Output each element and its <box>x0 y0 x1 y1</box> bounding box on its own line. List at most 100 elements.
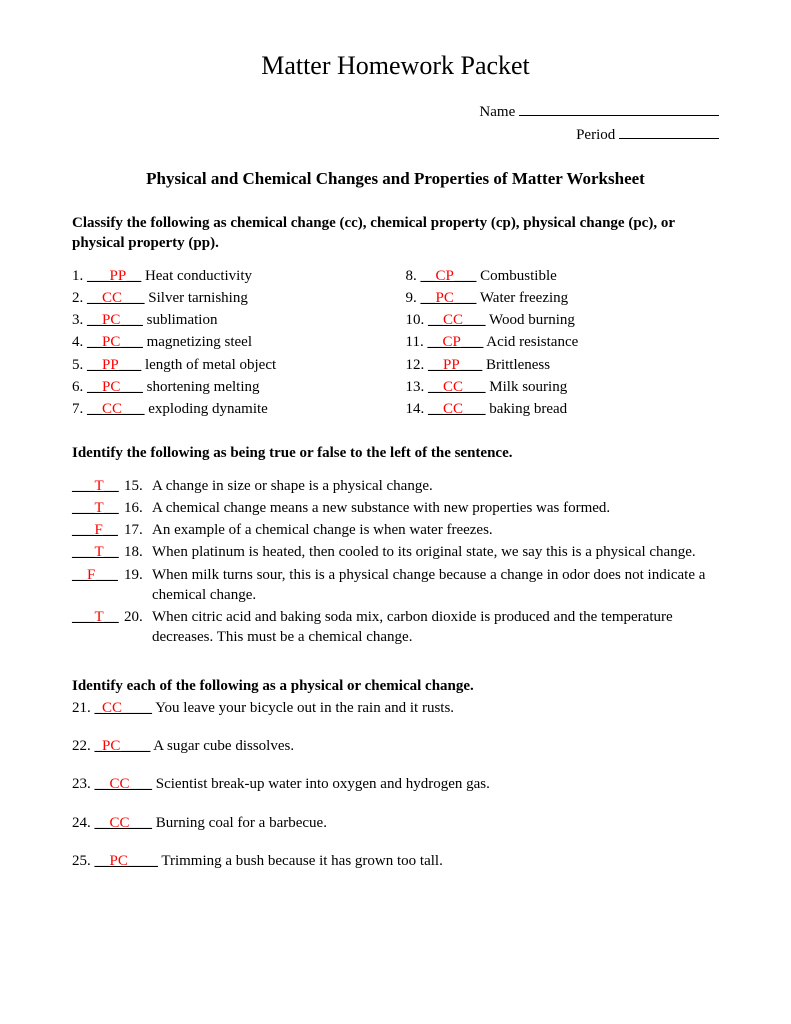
answer: T <box>95 500 104 516</box>
item-text: Wood burning <box>486 312 575 328</box>
period-blank <box>619 126 719 139</box>
item-number: 11. <box>406 334 428 350</box>
tf-blank: ___T__ <box>72 542 124 562</box>
item-text: When milk turns sour, this is a physical… <box>152 565 719 606</box>
item-number: 16. <box>124 498 152 518</box>
blank-pre: _ <box>95 700 103 716</box>
tf-blank: ___T__ <box>72 476 124 496</box>
blank-post: ___ <box>463 312 486 328</box>
answer: T <box>95 544 104 560</box>
item-text: A sugar cube dissolves. <box>150 738 294 754</box>
section1-columns: 1. ___PP__ Heat conductivity2. __CC___ S… <box>72 266 719 422</box>
item-text: exploding dynamite <box>145 401 268 417</box>
answer: CP <box>442 334 460 350</box>
item-text: An example of a chemical change is when … <box>152 520 719 540</box>
truefalse-item: ___F__17.An example of a chemical change… <box>72 520 719 540</box>
section3-instruction: Identify each of the following as a phys… <box>72 676 719 696</box>
change-item: 24. __CC___ Burning coal for a barbecue. <box>72 813 719 833</box>
tf-blank: ___F__ <box>72 520 124 540</box>
blank-pre: ___ <box>87 268 110 284</box>
item-number: 17. <box>124 520 152 540</box>
item-number: 23. <box>72 776 95 792</box>
answer: CP <box>436 268 454 284</box>
item-number: 6. <box>72 379 87 395</box>
item-text: sublimation <box>143 312 218 328</box>
answer: PC <box>102 738 120 754</box>
section1-left-column: 1. ___PP__ Heat conductivity2. __CC___ S… <box>72 266 386 422</box>
item-text: When citric acid and baking soda mix, ca… <box>152 607 719 648</box>
item-text: shortening melting <box>143 379 260 395</box>
item-text: A chemical change means a new substance … <box>152 498 719 518</box>
item-text: baking bread <box>486 401 568 417</box>
item-number: 13. <box>406 379 429 395</box>
answer: PC <box>102 312 120 328</box>
item-text: Brittleness <box>482 357 550 373</box>
blank-post: ___ <box>463 379 486 395</box>
answer: CC <box>102 290 122 306</box>
classify-item: 4. __PC___ magnetizing steel <box>72 332 386 352</box>
classify-item: 7. __CC___ exploding dynamite <box>72 399 386 419</box>
answer: F <box>95 522 103 538</box>
change-item: 25. __PC____ Trimming a bush because it … <box>72 851 719 871</box>
blank-pre: __ <box>421 290 436 306</box>
item-number: 15. <box>124 476 152 496</box>
blank-post: ___ <box>454 268 477 284</box>
truefalse-item: ___T__18.When platinum is heated, then c… <box>72 542 719 562</box>
blank-pre: __ <box>95 776 110 792</box>
blank-post: ___ <box>119 357 142 373</box>
item-number: 8. <box>406 268 421 284</box>
blank-post: ____ <box>120 738 150 754</box>
item-number: 5. <box>72 357 87 373</box>
blank-pre: __ <box>87 401 102 417</box>
classify-item: 12. __PP___ Brittleness <box>406 355 720 375</box>
item-number: 9. <box>406 290 421 306</box>
blank-pre: __ <box>428 401 443 417</box>
item-text: Water freezing <box>476 290 568 306</box>
item-number: 20. <box>124 607 152 627</box>
blank-pre: __ <box>427 334 442 350</box>
blank-pre: __ <box>421 268 436 284</box>
blank-post: ____ <box>128 853 158 869</box>
blank-pre: __ <box>87 334 102 350</box>
item-number: 19. <box>124 565 152 585</box>
item-number: 24. <box>72 815 95 831</box>
answer: PC <box>102 334 120 350</box>
answer: PP <box>110 268 127 284</box>
classify-item: 11. __CP___ Acid resistance <box>406 332 720 352</box>
blank-post: ___ <box>122 401 145 417</box>
blank-post: ___ <box>461 334 484 350</box>
name-blank <box>519 103 719 116</box>
blank-post: ___ <box>130 815 153 831</box>
answer: PC <box>102 379 120 395</box>
answer: T <box>95 478 104 494</box>
item-number: 7. <box>72 401 87 417</box>
item-text: Combustible <box>476 268 556 284</box>
answer: CC <box>443 379 463 395</box>
tf-blank: ___T__ <box>72 498 124 518</box>
classify-item: 9. __PC___ Water freezing <box>406 288 720 308</box>
answer: CC <box>443 401 463 417</box>
blank-post: ___ <box>122 290 145 306</box>
period-label: Period <box>576 127 615 143</box>
answer: CC <box>110 815 130 831</box>
blank-post: ___ <box>130 776 153 792</box>
classify-item: 13. __CC___ Milk souring <box>406 377 720 397</box>
truefalse-item: ___T__15.A change in size or shape is a … <box>72 476 719 496</box>
name-period-block: Name Period <box>72 101 719 146</box>
truefalse-item: ___T__16.A chemical change means a new s… <box>72 498 719 518</box>
answer: PP <box>102 357 119 373</box>
change-item: 22. _PC____ A sugar cube dissolves. <box>72 736 719 756</box>
blank-pre: __ <box>87 290 102 306</box>
tf-blank: ___T__ <box>72 607 124 627</box>
worksheet-subtitle: Physical and Chemical Changes and Proper… <box>72 168 719 191</box>
item-text: length of metal object <box>141 357 276 373</box>
section2-instruction: Identify the following as being true or … <box>72 443 719 463</box>
item-number: 14. <box>406 401 429 417</box>
answer: T <box>95 609 104 625</box>
item-number: 2. <box>72 290 87 306</box>
section1-instruction: Classify the following as chemical chang… <box>72 213 719 254</box>
item-number: 12. <box>406 357 429 373</box>
item-text: magnetizing steel <box>143 334 252 350</box>
change-item: 23. __CC___ Scientist break-up water int… <box>72 774 719 794</box>
answer: CC <box>102 401 122 417</box>
